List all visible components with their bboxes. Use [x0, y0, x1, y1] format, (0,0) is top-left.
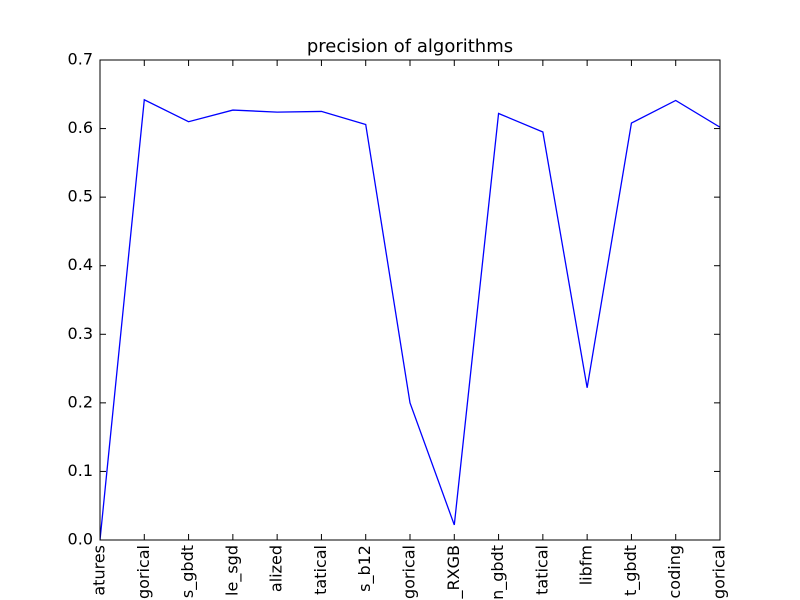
x-tick-label: s_b12 — [355, 545, 375, 592]
x-tick-label: alized — [267, 545, 286, 592]
x-tick-label: tatical — [532, 545, 551, 595]
x-tick-label: libfm — [577, 545, 596, 585]
plot-frame — [99, 59, 721, 541]
y-tick-label: 0.5 — [68, 187, 93, 206]
y-tick-label: 0.4 — [68, 255, 93, 274]
x-tick-label: t_gbdt — [621, 545, 641, 596]
y-tick-label: 0.0 — [68, 530, 93, 549]
x-tick-label: n_gbdt — [488, 545, 508, 600]
y-tick-label: 0.6 — [68, 118, 93, 137]
y-tick-label: 0.2 — [68, 392, 93, 411]
x-tick-label: gorical — [710, 545, 729, 599]
x-tick-label: atures — [90, 545, 109, 596]
x-tick-label: coding — [665, 545, 684, 598]
x-tick-label: s_gbdt — [178, 545, 198, 598]
x-tick-label: _RXGB — [444, 545, 464, 599]
y-axis: 0.0 0.1 0.2 0.3 0.4 0.5 0.6 0.7 — [68, 50, 720, 549]
x-axis: atures gorical s_gbdt le_sgd alized tatical s_… — [90, 60, 729, 600]
series-line — [100, 98, 720, 540]
x-tick-label: le_sgd — [222, 545, 242, 596]
x-tick-label: tatical — [311, 545, 330, 595]
series-layer — [100, 98, 720, 540]
y-tick-label: 0.7 — [68, 50, 93, 69]
x-tick-label: gorical — [134, 545, 153, 599]
y-tick-label: 0.3 — [68, 324, 93, 343]
y-tick-label: 0.1 — [68, 461, 93, 480]
chart-title: precision of algorithms — [307, 36, 513, 57]
x-tick-label: gorical — [400, 545, 419, 599]
